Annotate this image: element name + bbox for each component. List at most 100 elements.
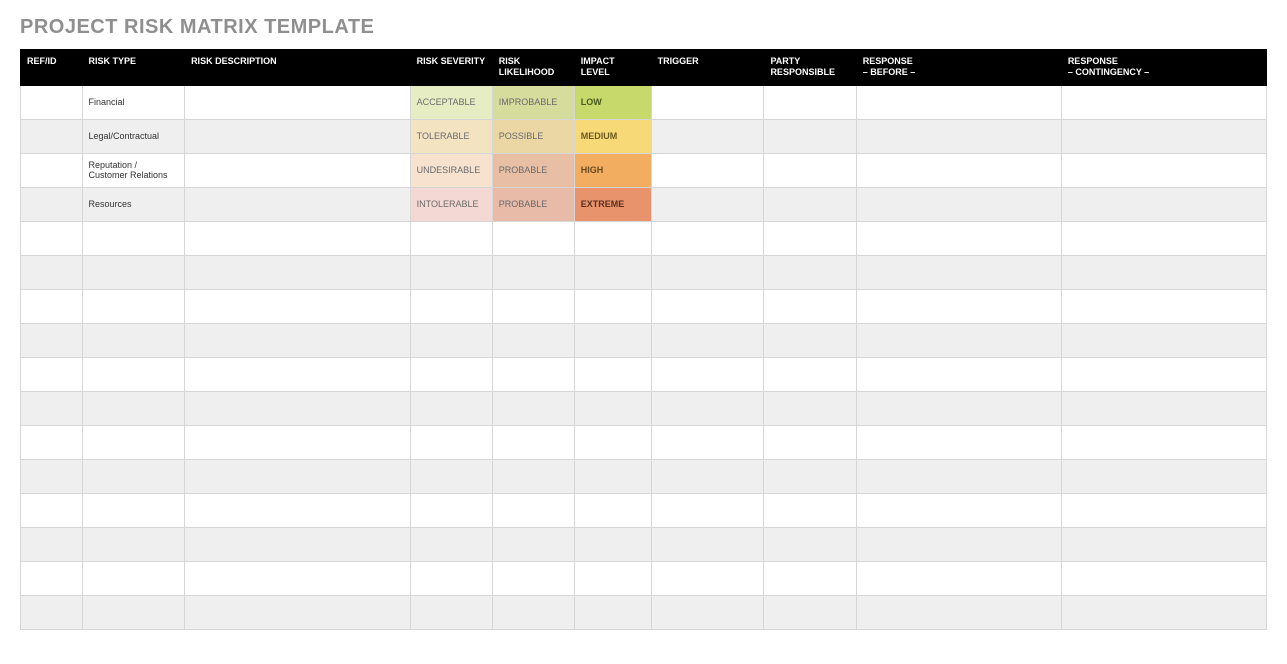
- cell-empty[interactable]: [21, 459, 83, 493]
- cell-empty[interactable]: [492, 323, 574, 357]
- cell-empty[interactable]: [856, 527, 1061, 561]
- cell-empty[interactable]: [574, 289, 651, 323]
- cell-trigger[interactable]: [651, 153, 764, 187]
- cell-empty[interactable]: [1061, 221, 1266, 255]
- cell-trigger[interactable]: [651, 187, 764, 221]
- cell-response-before[interactable]: [856, 153, 1061, 187]
- cell-empty[interactable]: [82, 595, 185, 629]
- cell-empty[interactable]: [410, 221, 492, 255]
- cell-empty[interactable]: [651, 459, 764, 493]
- cell-empty[interactable]: [764, 357, 856, 391]
- cell-risk-severity[interactable]: TOLERABLE: [410, 119, 492, 153]
- cell-empty[interactable]: [764, 425, 856, 459]
- cell-party-responsible[interactable]: [764, 153, 856, 187]
- cell-empty[interactable]: [185, 289, 411, 323]
- cell-risk-type[interactable]: Legal/Contractual: [82, 119, 185, 153]
- cell-empty[interactable]: [492, 357, 574, 391]
- cell-empty[interactable]: [764, 561, 856, 595]
- cell-empty[interactable]: [651, 357, 764, 391]
- cell-empty[interactable]: [651, 425, 764, 459]
- cell-empty[interactable]: [1061, 255, 1266, 289]
- cell-empty[interactable]: [856, 357, 1061, 391]
- cell-empty[interactable]: [185, 561, 411, 595]
- cell-empty[interactable]: [21, 425, 83, 459]
- cell-empty[interactable]: [21, 323, 83, 357]
- cell-empty[interactable]: [82, 255, 185, 289]
- cell-empty[interactable]: [651, 493, 764, 527]
- cell-empty[interactable]: [1061, 391, 1266, 425]
- cell-trigger[interactable]: [651, 85, 764, 119]
- cell-impact-level[interactable]: HIGH: [574, 153, 651, 187]
- cell-empty[interactable]: [185, 493, 411, 527]
- cell-risk-likelihood[interactable]: POSSIBLE: [492, 119, 574, 153]
- cell-empty[interactable]: [1061, 357, 1266, 391]
- cell-empty[interactable]: [856, 561, 1061, 595]
- cell-empty[interactable]: [82, 493, 185, 527]
- cell-empty[interactable]: [651, 289, 764, 323]
- cell-empty[interactable]: [574, 425, 651, 459]
- cell-empty[interactable]: [82, 357, 185, 391]
- cell-risk-severity[interactable]: ACCEPTABLE: [410, 85, 492, 119]
- cell-response-contingency[interactable]: [1061, 85, 1266, 119]
- cell-empty[interactable]: [764, 221, 856, 255]
- cell-empty[interactable]: [185, 595, 411, 629]
- cell-risk-likelihood[interactable]: IMPROBABLE: [492, 85, 574, 119]
- cell-ref[interactable]: [21, 119, 83, 153]
- cell-empty[interactable]: [492, 493, 574, 527]
- cell-empty[interactable]: [574, 255, 651, 289]
- cell-ref[interactable]: [21, 153, 83, 187]
- cell-empty[interactable]: [764, 323, 856, 357]
- cell-empty[interactable]: [651, 561, 764, 595]
- cell-risk-description[interactable]: [185, 187, 411, 221]
- cell-empty[interactable]: [82, 391, 185, 425]
- cell-empty[interactable]: [492, 255, 574, 289]
- cell-empty[interactable]: [185, 425, 411, 459]
- cell-empty[interactable]: [1061, 493, 1266, 527]
- cell-empty[interactable]: [21, 357, 83, 391]
- cell-empty[interactable]: [21, 391, 83, 425]
- cell-empty[interactable]: [21, 527, 83, 561]
- cell-empty[interactable]: [856, 221, 1061, 255]
- cell-risk-type[interactable]: Resources: [82, 187, 185, 221]
- cell-empty[interactable]: [82, 425, 185, 459]
- cell-empty[interactable]: [1061, 595, 1266, 629]
- cell-empty[interactable]: [651, 595, 764, 629]
- cell-empty[interactable]: [492, 391, 574, 425]
- cell-risk-description[interactable]: [185, 153, 411, 187]
- cell-empty[interactable]: [410, 527, 492, 561]
- cell-empty[interactable]: [651, 391, 764, 425]
- cell-empty[interactable]: [856, 595, 1061, 629]
- cell-empty[interactable]: [651, 527, 764, 561]
- cell-empty[interactable]: [492, 289, 574, 323]
- cell-empty[interactable]: [1061, 561, 1266, 595]
- cell-empty[interactable]: [1061, 527, 1266, 561]
- cell-empty[interactable]: [82, 323, 185, 357]
- cell-empty[interactable]: [410, 323, 492, 357]
- cell-empty[interactable]: [764, 595, 856, 629]
- cell-empty[interactable]: [1061, 425, 1266, 459]
- cell-empty[interactable]: [492, 425, 574, 459]
- cell-empty[interactable]: [82, 561, 185, 595]
- cell-empty[interactable]: [764, 493, 856, 527]
- cell-response-before[interactable]: [856, 187, 1061, 221]
- cell-empty[interactable]: [764, 527, 856, 561]
- cell-empty[interactable]: [574, 459, 651, 493]
- cell-empty[interactable]: [21, 561, 83, 595]
- cell-empty[interactable]: [492, 221, 574, 255]
- cell-empty[interactable]: [492, 459, 574, 493]
- cell-party-responsible[interactable]: [764, 85, 856, 119]
- cell-empty[interactable]: [764, 289, 856, 323]
- cell-empty[interactable]: [574, 357, 651, 391]
- cell-empty[interactable]: [1061, 323, 1266, 357]
- cell-response-contingency[interactable]: [1061, 119, 1266, 153]
- cell-empty[interactable]: [82, 221, 185, 255]
- cell-party-responsible[interactable]: [764, 119, 856, 153]
- cell-empty[interactable]: [1061, 289, 1266, 323]
- cell-trigger[interactable]: [651, 119, 764, 153]
- cell-empty[interactable]: [764, 459, 856, 493]
- cell-empty[interactable]: [410, 357, 492, 391]
- cell-empty[interactable]: [574, 527, 651, 561]
- cell-empty[interactable]: [856, 323, 1061, 357]
- cell-empty[interactable]: [856, 391, 1061, 425]
- cell-empty[interactable]: [574, 561, 651, 595]
